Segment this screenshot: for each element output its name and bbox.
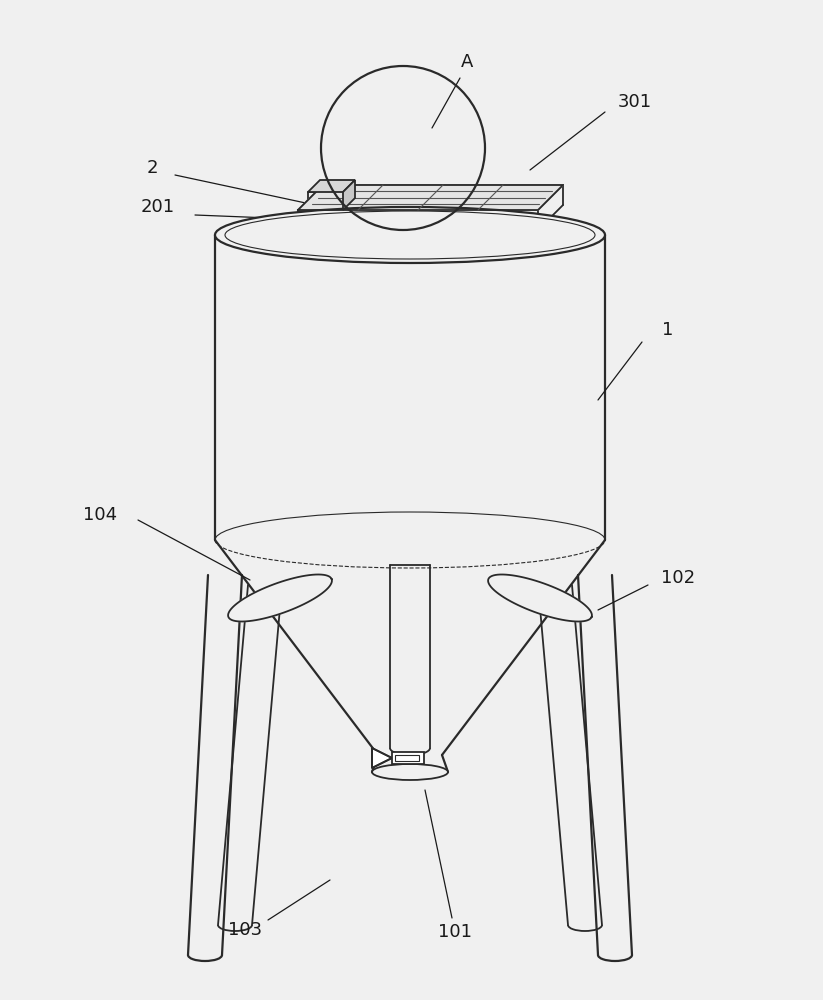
Polygon shape	[298, 185, 563, 210]
Polygon shape	[372, 748, 392, 768]
Text: 101: 101	[438, 923, 472, 941]
Bar	[392, 752, 424, 764]
Text: 104: 104	[83, 506, 117, 524]
Ellipse shape	[372, 764, 448, 780]
Text: 301: 301	[618, 93, 652, 111]
Polygon shape	[343, 180, 355, 210]
Text: 2: 2	[146, 159, 158, 177]
Text: A: A	[461, 53, 473, 71]
Text: 103: 103	[228, 921, 262, 939]
Polygon shape	[228, 574, 332, 621]
Text: 201: 201	[141, 198, 175, 216]
Text: 102: 102	[661, 569, 695, 587]
Polygon shape	[488, 575, 592, 622]
Text: 1: 1	[663, 321, 674, 339]
Polygon shape	[308, 180, 355, 192]
Bar	[395, 755, 419, 761]
Ellipse shape	[215, 207, 605, 263]
